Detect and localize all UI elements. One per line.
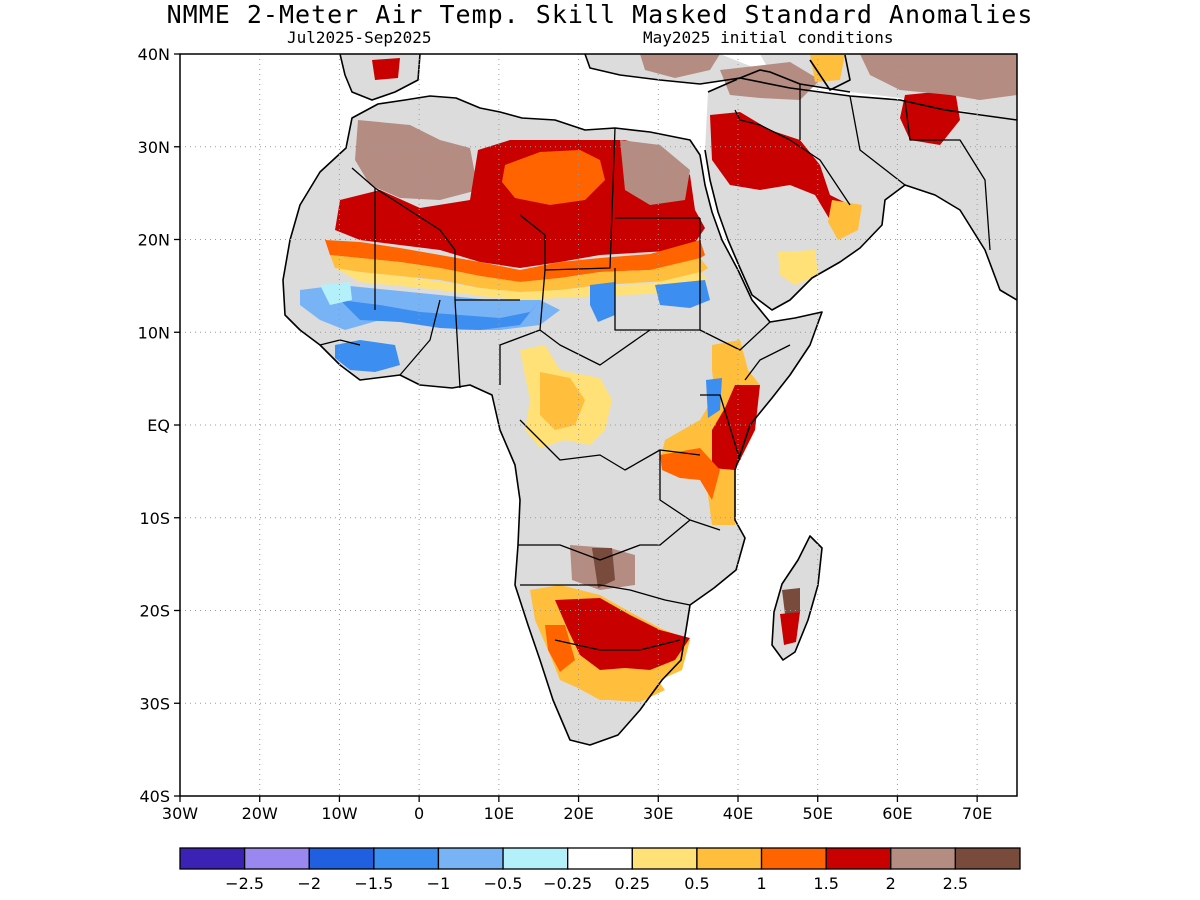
country-borders bbox=[319, 84, 991, 651]
anomaly-sahel-1-to-1.5 bbox=[325, 240, 705, 282]
anomaly-fills bbox=[300, 54, 1017, 702]
legend-swatch bbox=[631, 847, 698, 870]
legend-label: −0.25 bbox=[543, 874, 592, 893]
color-legend: −2.5 −2 −1.5 −1 −0.5 −0.25 0.25 0.5 1 1.5 2 2.5 bbox=[179, 847, 1021, 893]
legend-swatch bbox=[243, 847, 310, 870]
anomaly-central-warm-mid bbox=[540, 372, 585, 430]
initial-conditions-label: May2025 initial conditions bbox=[643, 28, 894, 47]
axis-ticks: 30W 20W 10W 0 10E 20E 30E 40E 50E 60E 70E 40N 30N 20N… bbox=[138, 45, 993, 823]
anomaly-karoo-warm bbox=[600, 670, 665, 702]
anomaly-cold-patch-light bbox=[320, 282, 352, 305]
anomaly-caucasus-warm bbox=[810, 54, 845, 82]
anomaly-arabia-orange bbox=[828, 200, 862, 240]
lon-tick-label: 50E bbox=[802, 804, 832, 823]
legend-swatch bbox=[760, 847, 827, 870]
anomaly-tanzania-warm bbox=[660, 448, 720, 500]
lat-tick-label: 10S bbox=[139, 509, 170, 528]
anomaly-sahara-2-to-2.5 bbox=[355, 120, 478, 200]
lon-tick-label: 30W bbox=[162, 804, 198, 823]
anomaly-iranian-plateau-brown bbox=[860, 54, 1017, 100]
legend-swatch bbox=[567, 847, 633, 870]
anomaly-sahara-orange-core bbox=[502, 150, 605, 205]
lon-tick-label: 20E bbox=[563, 804, 593, 823]
legend-swatch bbox=[437, 847, 504, 870]
anomaly-egypt-levant-strong bbox=[710, 112, 855, 220]
anomaly-southafrica-strong bbox=[555, 598, 690, 670]
map-layers bbox=[180, 54, 1017, 796]
anomaly-sahara-brown-east bbox=[620, 140, 690, 205]
legend-label: −1 bbox=[427, 874, 451, 893]
lat-tick-label: 30N bbox=[138, 138, 170, 157]
legend-label: 0.25 bbox=[614, 874, 650, 893]
lon-tick-label: 40E bbox=[723, 804, 753, 823]
legend-label: −2 bbox=[297, 874, 321, 893]
legend-swatch bbox=[179, 847, 246, 870]
anomaly-eastafrica-cold bbox=[706, 378, 722, 418]
legend-swatch bbox=[696, 847, 763, 870]
legend-label: −2.5 bbox=[225, 874, 264, 893]
lon-tick-label: 70E bbox=[962, 804, 992, 823]
legend-label: 2.5 bbox=[943, 874, 968, 893]
legend-swatch bbox=[954, 847, 1021, 870]
anomaly-arabia-warm bbox=[778, 250, 818, 285]
lon-tick-label: 10W bbox=[321, 804, 357, 823]
anomaly-sudan-cold bbox=[655, 280, 710, 308]
anomaly-sahara-1.5-to-2 bbox=[335, 140, 705, 268]
anomaly-iran-brown bbox=[720, 62, 820, 100]
lat-tick-label: 10N bbox=[138, 323, 170, 342]
lat-tick-label: EQ bbox=[147, 416, 170, 435]
anomaly-turkey-brown bbox=[640, 54, 720, 78]
balkan-coastline bbox=[584, 54, 851, 93]
legend-label: 1 bbox=[756, 874, 766, 893]
madagascar-coastline bbox=[771, 535, 823, 661]
legend-label: 0.5 bbox=[684, 874, 709, 893]
legend-swatch bbox=[890, 847, 957, 870]
legend-swatch bbox=[825, 847, 892, 870]
legend-swatch bbox=[308, 847, 375, 870]
lat-tick-label: 30S bbox=[139, 694, 170, 713]
lat-tick-label: 20S bbox=[139, 602, 170, 621]
period-label: Jul2025-Sep2025 bbox=[287, 28, 432, 47]
anomaly-southafrica-orange bbox=[545, 625, 575, 672]
legend-swatch bbox=[373, 847, 440, 870]
lon-tick-label: 30E bbox=[643, 804, 673, 823]
europe-coastline bbox=[339, 54, 421, 101]
caspian-coastline bbox=[809, 54, 851, 91]
lat-tick-label: 40S bbox=[139, 787, 170, 806]
lat-tick-label: 40N bbox=[138, 45, 170, 64]
anomaly-westafrica-cold-mid bbox=[340, 300, 540, 330]
anomaly-zambia-dark-brown bbox=[592, 548, 615, 588]
anomaly-guinea-coast-cold bbox=[335, 340, 400, 372]
anomaly-madagascar-brown bbox=[782, 588, 800, 614]
lon-tick-label: 10E bbox=[484, 804, 514, 823]
lon-tick-label: 60E bbox=[882, 804, 912, 823]
legend-label: −0.5 bbox=[484, 874, 523, 893]
legend-label: 2 bbox=[886, 874, 896, 893]
anomaly-central-sahel-cold bbox=[590, 282, 615, 322]
lon-tick-label: 0 bbox=[414, 804, 424, 823]
anomaly-madagascar-strong bbox=[780, 612, 800, 645]
map-title: NMME 2-Meter Air Temp. Skill Masked Stan… bbox=[166, 0, 1034, 29]
anomaly-eastafrica-warm-strong bbox=[712, 385, 760, 470]
legend-label: 1.5 bbox=[813, 874, 838, 893]
coastlines-borders bbox=[282, 54, 1017, 746]
legend-label: −1.5 bbox=[354, 874, 393, 893]
anomaly-spain-strong bbox=[372, 58, 400, 80]
lon-tick-label: 20W bbox=[242, 804, 278, 823]
lat-tick-label: 20N bbox=[138, 231, 170, 250]
graticule bbox=[180, 54, 1017, 796]
legend-swatch bbox=[502, 847, 569, 870]
